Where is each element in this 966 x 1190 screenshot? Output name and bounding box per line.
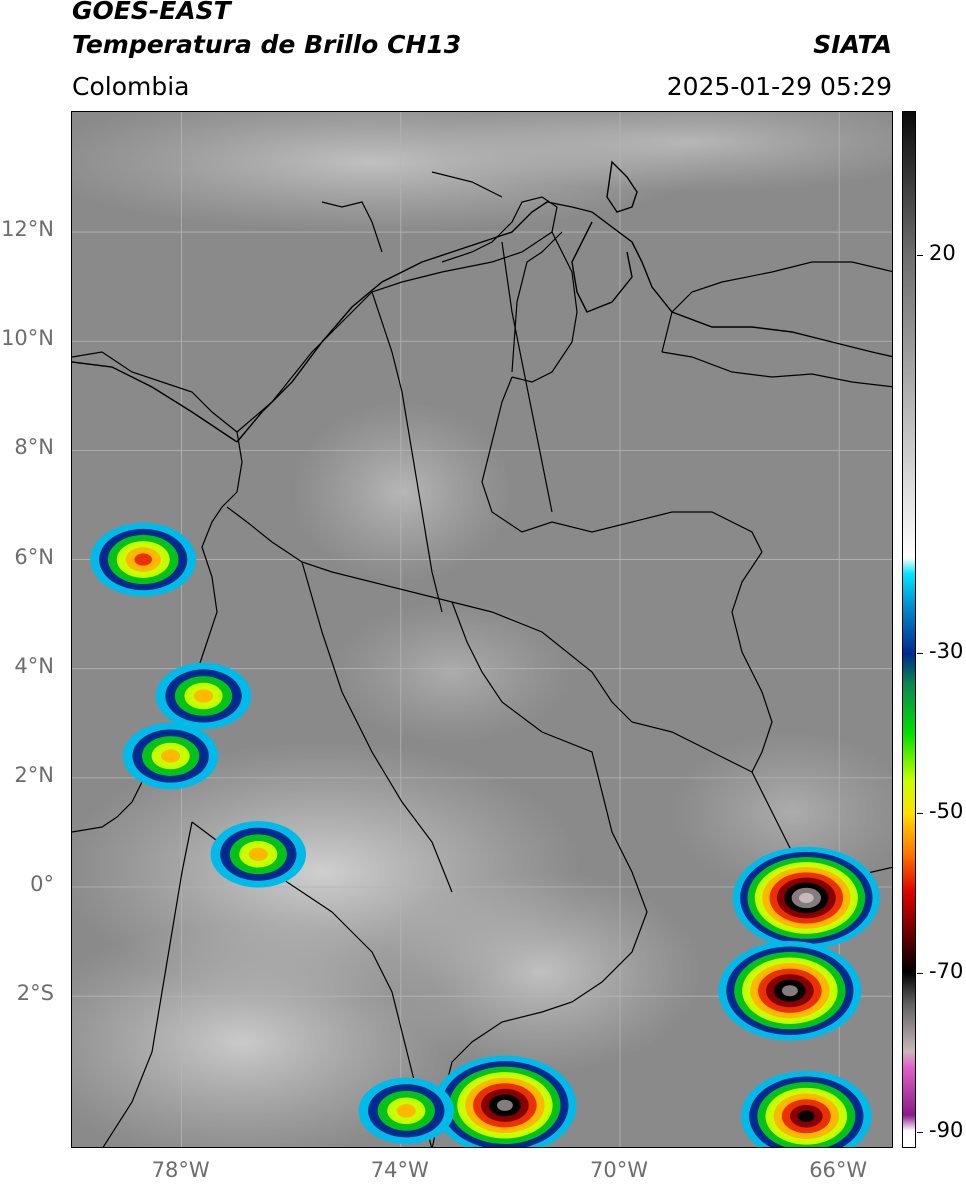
colorbar-label-4: -90 bbox=[929, 1118, 964, 1143]
colorbar-tick-0 bbox=[917, 254, 923, 256]
satellite-map[interactable] bbox=[71, 111, 893, 1148]
lon-label-2: 70°W bbox=[590, 1158, 648, 1182]
pacific-cell-north bbox=[90, 522, 197, 597]
product-title: Temperatura de Brillo CH13 bbox=[72, 30, 462, 59]
amazon-east-south-cell bbox=[718, 940, 862, 1041]
lat-label-1: 10°N bbox=[1, 326, 54, 351]
country-borders bbox=[72, 171, 892, 1147]
amazon-south-cell bbox=[433, 1055, 577, 1147]
temperature-colorbar bbox=[902, 111, 916, 1148]
map-canvas bbox=[72, 112, 892, 1147]
timestamp-label: 2025-01-29 05:29 bbox=[666, 72, 892, 101]
satellite-title: GOES-EAST bbox=[72, 0, 231, 25]
lon-label-0: 78°W bbox=[151, 1158, 210, 1182]
lat-label-3: 6°N bbox=[14, 544, 54, 569]
amazon-east-cell bbox=[732, 846, 880, 950]
convective-cells bbox=[90, 522, 880, 1147]
colorbar-tick-1 bbox=[917, 653, 923, 655]
lat-label-2: 8°N bbox=[14, 435, 54, 460]
pacific-cell-south bbox=[122, 722, 219, 790]
lon-label-3: 66°W bbox=[809, 1158, 868, 1182]
colorbar-label-2: -50 bbox=[929, 798, 964, 823]
lon-label-1: 74°W bbox=[370, 1158, 429, 1182]
coastline-north bbox=[72, 160, 892, 443]
lat-label-4: 4°N bbox=[14, 653, 54, 678]
colorbar-label-3: -70 bbox=[929, 958, 964, 983]
lat-label-0: 12°N bbox=[1, 217, 54, 242]
colorbar-label-0: 20 bbox=[929, 240, 956, 265]
colorbar-tick-3 bbox=[917, 972, 923, 974]
pacific-cell-mid bbox=[155, 662, 252, 730]
amazon-southwest-cell bbox=[358, 1077, 455, 1144]
organization-label: SIATA bbox=[813, 30, 892, 59]
region-label: Colombia bbox=[72, 72, 190, 101]
cloud-textures bbox=[72, 112, 892, 1147]
colorbar-tick-4 bbox=[917, 1132, 923, 1134]
colorbar-label-1: -30 bbox=[929, 639, 964, 664]
lat-label-7: 2°S bbox=[16, 981, 54, 1006]
lat-label-6: 0° bbox=[30, 872, 54, 897]
colorbar-tick-2 bbox=[917, 812, 923, 814]
southeast-small-cell bbox=[741, 1070, 872, 1147]
narino-cell bbox=[210, 821, 307, 888]
lat-label-5: 2°N bbox=[14, 762, 54, 787]
